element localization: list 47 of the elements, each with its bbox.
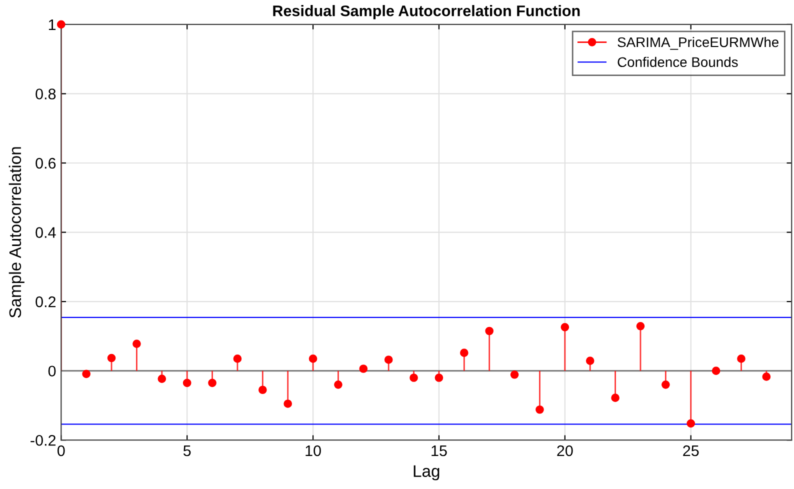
y-tick-label: 0.8 xyxy=(36,88,56,100)
x-tick-label: 25 xyxy=(683,445,699,456)
x-tick-label: 10 xyxy=(306,445,321,456)
point xyxy=(158,374,166,383)
point xyxy=(712,366,720,375)
point xyxy=(434,374,444,382)
point xyxy=(510,370,519,379)
y-tick-label: 0.2 xyxy=(36,296,56,308)
point xyxy=(308,354,318,363)
x-axis-title: Lag xyxy=(414,465,440,480)
point xyxy=(107,354,116,362)
y-axis-title: Sample Autocorrelation xyxy=(8,147,24,318)
point xyxy=(258,386,267,394)
y-tick-label: -0.2 xyxy=(30,434,56,446)
point xyxy=(384,356,393,364)
point xyxy=(284,400,292,408)
point xyxy=(636,322,645,330)
x-tick-label: 20 xyxy=(557,445,573,456)
x-tick-label: 5 xyxy=(183,446,191,456)
point xyxy=(686,419,696,428)
point xyxy=(410,374,418,382)
point xyxy=(182,378,192,388)
point xyxy=(586,356,594,365)
legend-label: SARIMA_PriceEURMWhe xyxy=(618,36,778,50)
point xyxy=(460,348,468,357)
x-tick-label: 15 xyxy=(432,446,447,456)
point xyxy=(132,340,141,348)
y-tick-label: 0.6 xyxy=(36,158,56,169)
point xyxy=(334,380,342,389)
point xyxy=(737,354,746,363)
point xyxy=(233,354,242,363)
x-tick-label: 0 xyxy=(57,445,65,456)
chart-title: Residual Sample Autocorrelation Function xyxy=(273,5,580,20)
y-tick-label: 0 xyxy=(48,366,56,377)
point xyxy=(208,378,216,388)
point xyxy=(536,405,544,414)
legend-label: Confidence Bounds xyxy=(618,56,738,68)
y-tick-label: 1 xyxy=(48,19,56,30)
point xyxy=(82,370,90,378)
point xyxy=(485,326,494,336)
point xyxy=(560,323,570,332)
point xyxy=(662,380,670,389)
point xyxy=(611,394,620,402)
point xyxy=(56,20,66,29)
y-tick-label: 0.4 xyxy=(36,227,56,238)
point xyxy=(762,372,771,381)
point xyxy=(359,364,368,373)
